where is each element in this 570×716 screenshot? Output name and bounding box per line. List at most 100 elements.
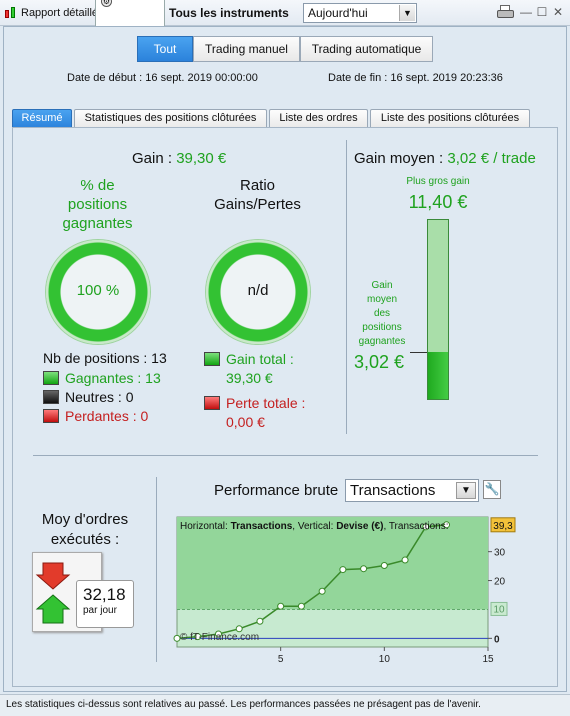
minimize-icon[interactable]: — xyxy=(520,5,532,19)
neutral-row: Neutres : 0 xyxy=(43,389,133,405)
chevron-down-icon[interactable]: ▼ xyxy=(456,482,476,499)
data-point xyxy=(401,556,409,564)
losers-row: Perdantes : 0 xyxy=(43,408,148,424)
last-value-badge xyxy=(490,517,516,533)
divider-horizontal xyxy=(33,455,538,456)
total-loss-block: Perte totale : 0,00 € xyxy=(204,394,305,432)
x-tick-label: 10 xyxy=(379,654,391,664)
orders-arrows-icon xyxy=(35,562,71,624)
period-select-value: Aujourd'hui xyxy=(308,6,368,20)
winning-pct-title-line: % de xyxy=(80,177,115,194)
reference-badge xyxy=(490,601,508,616)
data-point xyxy=(173,634,181,642)
losers-label: Perdantes : 0 xyxy=(65,408,149,424)
winning-pct-title-line: gagnantes xyxy=(62,215,133,232)
total-loss-label: Perte totale : xyxy=(226,395,306,411)
positions-count: Nb de positions : 13 xyxy=(43,350,167,366)
gain-label: Gain : xyxy=(132,150,177,167)
tab-closed-positions[interactable]: Liste des positions clôturées xyxy=(370,109,530,128)
performance-title: Performance brute xyxy=(214,482,339,499)
data-point xyxy=(360,565,368,573)
chevron-down-icon[interactable]: ▼ xyxy=(399,5,415,21)
avg-gain-caption-line: des xyxy=(373,308,391,319)
ratio-title-line: Gains/Pertes xyxy=(214,196,301,213)
tab-orders[interactable]: Liste des ordres xyxy=(269,109,368,128)
y-tick-label: 20 xyxy=(494,577,506,588)
segment-all[interactable]: Tout xyxy=(137,36,193,62)
tab-summary[interactable]: Résumé xyxy=(12,109,72,128)
avg-gain-caption-line: moyen xyxy=(366,294,397,305)
divider-vertical-top xyxy=(346,140,347,434)
orders-title-line: Moy d'ordres xyxy=(41,511,129,528)
avg-gain-caption-line: gagnantes xyxy=(358,336,406,347)
orders-title: Moy d'ordres exécutés : xyxy=(30,510,140,550)
ratio-value: n/d xyxy=(247,282,269,299)
total-gain-block: Gain total : 39,30 € xyxy=(204,350,294,388)
settings-icon[interactable]: ⚙ xyxy=(101,0,112,7)
avg-gain-value: 3,02 € / trade xyxy=(447,150,536,167)
orders-value: 32,18 xyxy=(83,585,126,604)
status-bar: Les statistiques ci-dessus sont relative… xyxy=(0,694,570,716)
y-tick-label: 30 xyxy=(494,548,506,559)
app-title: Rapport détaillé xyxy=(21,7,99,19)
data-point xyxy=(297,602,305,610)
data-point xyxy=(214,630,222,638)
green-square-icon xyxy=(204,352,220,366)
x-tick-label: 5 xyxy=(278,654,284,664)
period-select[interactable]: Aujourd'hui ▼ xyxy=(303,3,417,23)
maximize-icon[interactable]: ☐ xyxy=(536,5,548,19)
avg-gain-summary: Gain moyen : 3,02 € / trade xyxy=(354,150,536,167)
performance-select-value: Transactions xyxy=(350,482,436,499)
performance-select[interactable]: Transactions ▼ xyxy=(345,479,479,502)
winners-label: Gagnantes : 13 xyxy=(65,370,161,386)
total-gain-value: 39,30 € xyxy=(226,370,273,386)
chart-info-part: , Transactions: xyxy=(383,521,448,532)
data-point xyxy=(277,602,285,610)
red-square-icon xyxy=(204,396,220,410)
chart-info-vertical: Devise (€) xyxy=(336,521,383,532)
end-date: Date de fin : 16 sept. 2019 20:23:36 xyxy=(328,72,503,84)
data-point xyxy=(318,587,326,595)
printer-icon[interactable] xyxy=(497,5,514,20)
chart-app-icon xyxy=(4,6,18,20)
start-date: Date de début : 16 sept. 2019 00:00:00 xyxy=(67,72,258,84)
wrench-icon[interactable]: 🔧 xyxy=(483,480,501,499)
orders-unit: par jour xyxy=(83,605,117,616)
instruments-label[interactable]: Tous les instruments xyxy=(169,6,289,20)
chart-info-part: , Vertical: xyxy=(292,521,336,532)
avg-gain-caption: Gain moyen des positions gagnantes xyxy=(354,279,410,349)
segment-manual[interactable]: Trading manuel xyxy=(193,36,300,62)
area-above-reference xyxy=(177,517,488,610)
winning-pct-value: 100 % xyxy=(76,282,120,299)
series-line xyxy=(176,524,447,640)
data-point xyxy=(235,625,243,633)
winners-row: Gagnantes : 13 xyxy=(43,370,161,386)
chart-info-horizontal: Transactions xyxy=(231,521,293,532)
biggest-gain-label: Plus gros gain xyxy=(406,176,470,187)
x-tick-label: 15 xyxy=(482,654,494,664)
avg-gain-bar-fill xyxy=(428,352,448,399)
neutral-label: Neutres : 0 xyxy=(65,389,134,405)
total-gain-label: Gain total : xyxy=(226,351,294,367)
chart-watermark: © fT-Finance.com xyxy=(180,632,259,643)
close-icon[interactable]: ✕ xyxy=(552,5,564,19)
ratio-title-line: Ratio xyxy=(239,177,276,194)
chart-info-part: Horizontal: xyxy=(180,521,231,532)
tab-closed-stats[interactable]: Statistiques des positions clôturées xyxy=(74,109,267,128)
paper-icon xyxy=(32,552,102,632)
orders-card: 32,18 par jour xyxy=(32,552,136,632)
gain-value: 39,30 € xyxy=(176,150,227,167)
green-square-icon xyxy=(43,371,59,385)
data-point xyxy=(380,562,388,570)
winning-pct-title: % de positions gagnantes xyxy=(40,176,155,233)
ratio-donut: n/d xyxy=(206,240,310,344)
winning-pct-donut: 100 % xyxy=(46,240,150,344)
performance-chart: 5 10 150 20 30 10 39,3 Horizontal: Transaction… xyxy=(173,516,516,664)
black-square-icon xyxy=(43,390,59,404)
data-point xyxy=(422,523,430,531)
segment-automatic[interactable]: Trading automatique xyxy=(300,36,433,62)
avg-gain-caption-line: positions xyxy=(362,322,402,333)
divider-vertical-bottom xyxy=(156,477,157,662)
total-loss-value: 0,00 € xyxy=(226,414,265,430)
last-value-label: 39,3 xyxy=(493,521,513,532)
